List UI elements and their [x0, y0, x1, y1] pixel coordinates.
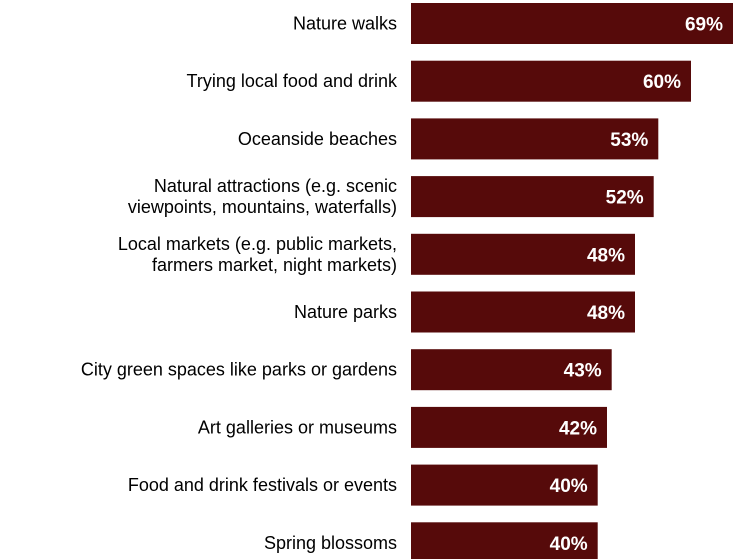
category-label: Nature parks [294, 302, 397, 322]
bar [411, 522, 598, 559]
bar [411, 60, 691, 102]
bar [411, 291, 635, 333]
bar-value-label: 53% [610, 130, 648, 151]
category-label: Natural attractions (e.g. scenic [154, 176, 397, 196]
bar-value-label: 52% [606, 188, 644, 209]
bar [411, 3, 733, 44]
bar [411, 233, 635, 275]
category-label: Food and drink festivals or events [128, 475, 397, 495]
bar-value-label: 40% [550, 534, 588, 555]
category-label: Spring blossoms [264, 533, 397, 553]
bar [411, 406, 607, 448]
bar-value-label: 42% [559, 418, 597, 439]
bar [411, 118, 659, 160]
bar-value-label: 43% [564, 361, 602, 382]
bar-value-label: 60% [643, 72, 681, 93]
bar [411, 464, 598, 506]
bar-value-label: 40% [550, 476, 588, 497]
category-label: City green spaces like parks or gardens [81, 360, 397, 380]
bar-value-label: 48% [587, 245, 625, 266]
category-label: Nature walks [293, 14, 397, 34]
category-label: Oceanside beaches [238, 129, 397, 149]
category-label: farmers market, night markets) [152, 255, 397, 275]
category-label: viewpoints, mountains, waterfalls) [128, 197, 397, 217]
category-label: Local markets (e.g. public markets, [118, 234, 397, 254]
category-label: Trying local food and drink [187, 71, 398, 91]
bar-value-label: 69% [685, 15, 723, 36]
bar [411, 176, 654, 218]
category-label: Art galleries or museums [198, 417, 397, 437]
bar-value-label: 48% [587, 303, 625, 324]
bar [411, 349, 612, 391]
